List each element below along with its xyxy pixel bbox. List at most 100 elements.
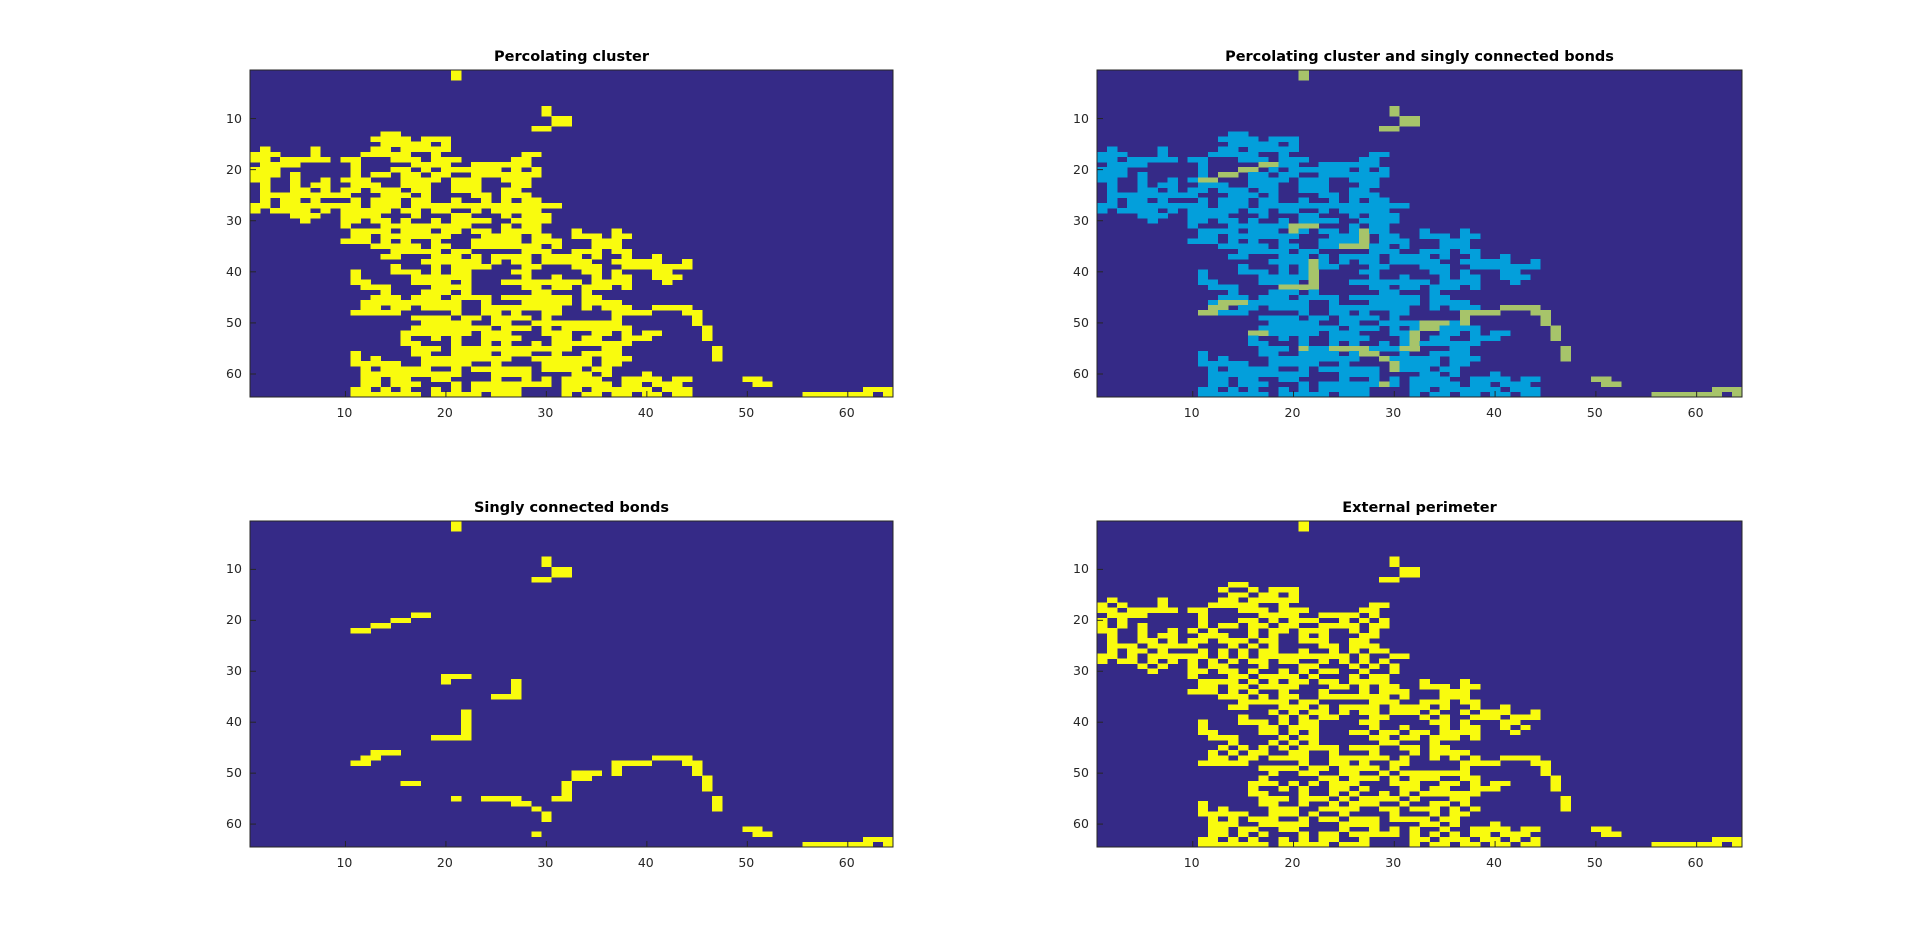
heatmap-cell	[541, 126, 552, 132]
heatmap-cell	[460, 673, 472, 680]
heatmap-cell	[1449, 694, 1461, 700]
heatmap-cell	[1107, 182, 1118, 188]
heatmap-cell	[541, 561, 552, 568]
heatmap-cell	[601, 340, 612, 347]
heatmap-cell	[1359, 325, 1370, 331]
heatmap-cell	[872, 386, 884, 393]
heatmap-cell	[420, 182, 432, 188]
heatmap-cell	[1288, 724, 1299, 731]
heatmap-cell	[1389, 577, 1400, 583]
heatmap-cell	[1379, 617, 1390, 624]
heatmap-cell	[601, 243, 612, 250]
heatmap-cell	[621, 264, 633, 270]
heatmap-cell	[1248, 750, 1259, 756]
heatmap-cell	[350, 213, 361, 219]
heatmap-cell	[390, 167, 402, 173]
heatmap-cell	[1338, 305, 1350, 311]
heatmap-cell	[1288, 136, 1299, 142]
heatmap-cell	[1439, 836, 1451, 843]
heatmap-cell	[370, 371, 381, 377]
heatmap-cell	[521, 156, 532, 163]
heatmap-cell	[450, 177, 462, 183]
heatmap-cell	[1459, 274, 1471, 280]
heatmap-cell	[1097, 653, 1108, 659]
heatmap-cell	[601, 238, 612, 245]
heatmap-cell	[682, 310, 693, 316]
heatmap-cell	[1379, 218, 1390, 224]
heatmap-cell	[1248, 602, 1259, 608]
heatmap-cell	[1278, 653, 1289, 659]
heatmap-cell	[1107, 192, 1118, 199]
heatmap-cell	[1348, 345, 1360, 352]
heatmap-cell	[1097, 156, 1108, 163]
heatmap-cell	[1238, 826, 1249, 833]
x-tick-label: 60	[1687, 855, 1704, 870]
heatmap-cell	[1228, 740, 1239, 746]
heatmap-cell	[1248, 146, 1259, 153]
heatmap-cell	[430, 289, 442, 296]
heatmap-cell	[1228, 187, 1239, 193]
heatmap-cell	[641, 310, 653, 316]
heatmap-cell	[1369, 673, 1380, 680]
heatmap-cell	[1379, 233, 1390, 239]
heatmap-cell	[1187, 668, 1199, 675]
heatmap-cell	[400, 335, 412, 342]
heatmap-cell	[692, 320, 703, 326]
heatmap-cell	[410, 371, 422, 377]
heatmap-cell	[1238, 831, 1249, 838]
heatmap-cell	[1409, 826, 1420, 833]
heatmap-cell	[1389, 381, 1400, 388]
heatmap-cell	[501, 371, 512, 377]
heatmap-cell	[1399, 785, 1410, 792]
heatmap-cell	[1197, 724, 1209, 731]
heatmap-cell	[360, 361, 371, 367]
heatmap-cell	[1399, 801, 1410, 807]
heatmap-cell	[400, 207, 412, 214]
heatmap-cell	[1217, 151, 1229, 158]
heatmap-cell	[1500, 391, 1511, 398]
heatmap-cell	[1288, 299, 1299, 306]
heatmap-cell	[1359, 172, 1370, 178]
heatmap-cell	[1318, 253, 1330, 260]
heatmap-cell	[1429, 305, 1440, 311]
heatmap-cell	[380, 361, 391, 367]
y-tick-label: 30	[1073, 212, 1089, 228]
heatmap-cell	[1288, 684, 1299, 690]
heatmap-cell	[1409, 115, 1420, 122]
heatmap-cell	[1238, 699, 1249, 705]
heatmap-cell	[1338, 371, 1350, 377]
heatmap-cell	[1369, 161, 1380, 168]
heatmap-cell	[420, 315, 432, 321]
heatmap-cell	[471, 177, 482, 183]
heatmap-cell	[511, 228, 522, 234]
heatmap-cell	[420, 161, 432, 168]
heatmap-cell	[1147, 643, 1158, 649]
heatmap-cell	[1409, 366, 1420, 372]
heatmap-cell	[1308, 167, 1320, 173]
heatmap-cell	[1369, 724, 1380, 731]
heatmap-cell	[551, 571, 562, 578]
heatmap-cell	[1288, 371, 1299, 377]
heatmap-cell	[1419, 699, 1430, 705]
x-tick-label: 50	[1586, 405, 1603, 420]
heatmap-cell	[1328, 366, 1340, 372]
heatmap-cell	[551, 259, 562, 265]
heatmap-cell	[1449, 734, 1461, 741]
heatmap-cell	[450, 228, 462, 234]
heatmap-cell	[430, 161, 442, 168]
heatmap-cell	[290, 182, 301, 188]
heatmap-cell	[1318, 806, 1330, 812]
heatmap-cell	[1379, 284, 1390, 290]
heatmap-cell	[1308, 719, 1320, 726]
heatmap-cell	[1288, 806, 1299, 812]
heatmap-cell	[1399, 709, 1410, 715]
heatmap-cell	[360, 177, 371, 183]
heatmap-cell	[1197, 361, 1209, 367]
x-tick-label: 60	[1687, 405, 1704, 420]
heatmap-cell	[1167, 177, 1178, 183]
axes-frame	[249, 69, 894, 398]
heatmap-cell	[1439, 790, 1451, 797]
heatmap-cell	[832, 841, 844, 848]
heatmap-cell	[671, 386, 683, 393]
heatmap-cell	[521, 259, 532, 265]
